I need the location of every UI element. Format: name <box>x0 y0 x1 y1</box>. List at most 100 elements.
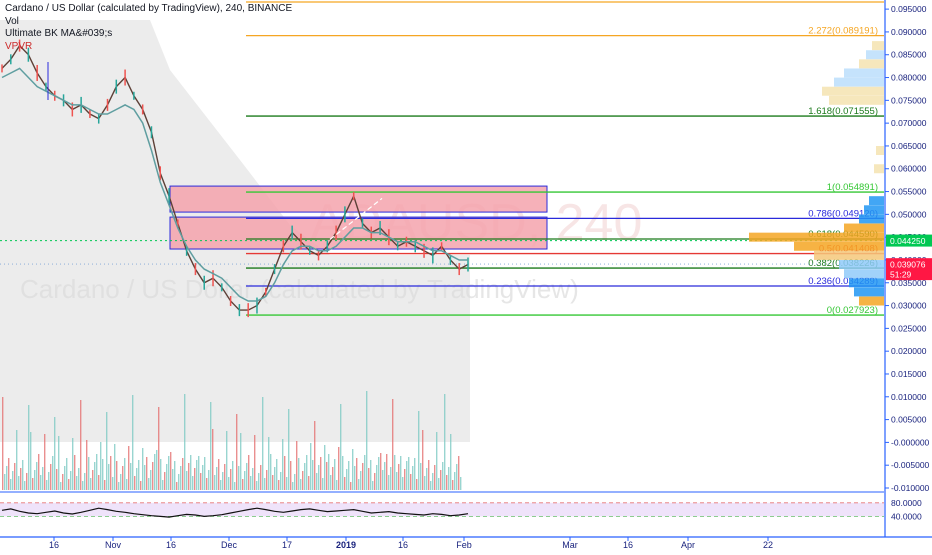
volume-bar <box>34 470 36 490</box>
y-tick-label: 0.075000 <box>891 95 927 105</box>
y-tick-label: 0.080000 <box>891 73 927 83</box>
volume-bar <box>244 471 246 490</box>
volume-bar <box>200 473 202 490</box>
y-tick-label: 0.005000 <box>891 415 927 425</box>
volume-bar <box>148 478 150 490</box>
volume-bar <box>28 405 30 490</box>
y-tick-label: 0.060000 <box>891 164 927 174</box>
volume-bar <box>270 454 272 490</box>
volume-bar <box>194 468 196 490</box>
volume-bar <box>264 478 266 490</box>
volume-bar <box>174 461 176 490</box>
vpvr-bar <box>794 241 884 251</box>
volume-bar <box>138 460 140 490</box>
volume-bar <box>300 479 302 490</box>
volume-bar <box>62 474 64 490</box>
volume-bar <box>440 470 442 490</box>
volume-bar <box>224 464 226 490</box>
volume-bar <box>210 402 212 490</box>
volume-bar <box>120 474 122 490</box>
indicator-ma[interactable]: Ultimate BK MA&#039;s <box>5 28 113 39</box>
volume-bar <box>140 481 142 490</box>
volume-bar <box>38 454 40 490</box>
volume-bar <box>66 458 68 490</box>
volume-bar <box>36 462 38 490</box>
volume-bar <box>220 480 222 490</box>
vpvr-bar <box>844 269 884 279</box>
volume-bar <box>206 478 208 490</box>
volume-bar <box>60 482 62 490</box>
volume-bar <box>334 459 336 490</box>
indicator-vol[interactable]: Vol <box>5 15 19 27</box>
volume-bar <box>118 482 120 490</box>
volume-bar <box>190 455 192 490</box>
fib-label: 0.236(0.034289) <box>808 276 878 287</box>
volume-bar <box>144 465 146 490</box>
volume-bar <box>364 455 366 490</box>
volume-bar <box>246 463 248 490</box>
volume-bar <box>372 481 374 490</box>
volume-bar <box>88 457 90 490</box>
volume-bar <box>8 458 10 490</box>
volume-bar <box>42 467 44 490</box>
trend-line <box>329 197 383 240</box>
volume-bar <box>188 463 190 490</box>
volume-bar <box>114 444 116 490</box>
volume-bar <box>176 482 178 490</box>
volume-bar <box>100 442 102 490</box>
volume-bar <box>76 476 78 490</box>
volume-bar <box>348 461 350 490</box>
volume-bar <box>406 461 408 490</box>
price-badge-label: 0.039076 <box>890 260 926 270</box>
volume-bar <box>74 455 76 490</box>
chart-title: Cardano / US Dollar (calculated by Tradi… <box>5 3 293 14</box>
volume-bar <box>436 432 438 490</box>
volume-bar <box>266 470 268 490</box>
volume-bar <box>290 461 292 490</box>
volume-bar <box>78 468 80 490</box>
fib-label: 2.272(0.089191) <box>808 26 878 37</box>
price-badge-label: 0.044250 <box>890 236 926 246</box>
volume-bar <box>306 455 308 490</box>
volume-bar <box>444 394 446 490</box>
volume-bar <box>2 397 4 490</box>
volume-bar <box>274 467 276 490</box>
volume-bar <box>204 457 206 490</box>
volume-bar <box>332 467 334 490</box>
y-tick-label: 0.010000 <box>891 392 927 402</box>
volume-bar <box>156 450 158 490</box>
volume-bar <box>450 434 452 490</box>
volume-bar <box>170 452 172 490</box>
volume-bar <box>430 481 432 490</box>
fib-label: 1(0.054891) <box>827 182 878 193</box>
fib-label: 1.618(0.071555) <box>808 106 878 117</box>
volume-bar <box>102 459 104 490</box>
volume-bar <box>392 399 394 490</box>
volume-bar <box>394 455 396 490</box>
vpvr-bar <box>834 77 884 87</box>
x-tick-label: Dec <box>221 540 238 550</box>
volume-bar <box>408 457 410 490</box>
price-badge-bg <box>886 268 932 281</box>
volume-bar <box>154 454 156 490</box>
volume-bar <box>278 480 280 490</box>
volume-bar <box>350 482 352 490</box>
volume-bar <box>296 441 298 490</box>
volume-bar <box>160 459 162 490</box>
volume-bar <box>196 460 198 490</box>
volume-bar <box>94 462 96 490</box>
volume-bar <box>112 477 114 490</box>
volume-bar <box>356 458 358 490</box>
volume-bar <box>378 457 380 490</box>
volume-bar <box>146 457 148 490</box>
volume-bar <box>428 460 430 490</box>
volume-bar <box>218 459 220 490</box>
volume-bar <box>388 475 390 490</box>
volume-bar <box>14 463 16 490</box>
volume-bar <box>390 467 392 490</box>
indicator-vpvr[interactable]: VPVR <box>5 40 33 52</box>
volume-bar <box>50 464 52 490</box>
volume-bar <box>354 466 356 490</box>
